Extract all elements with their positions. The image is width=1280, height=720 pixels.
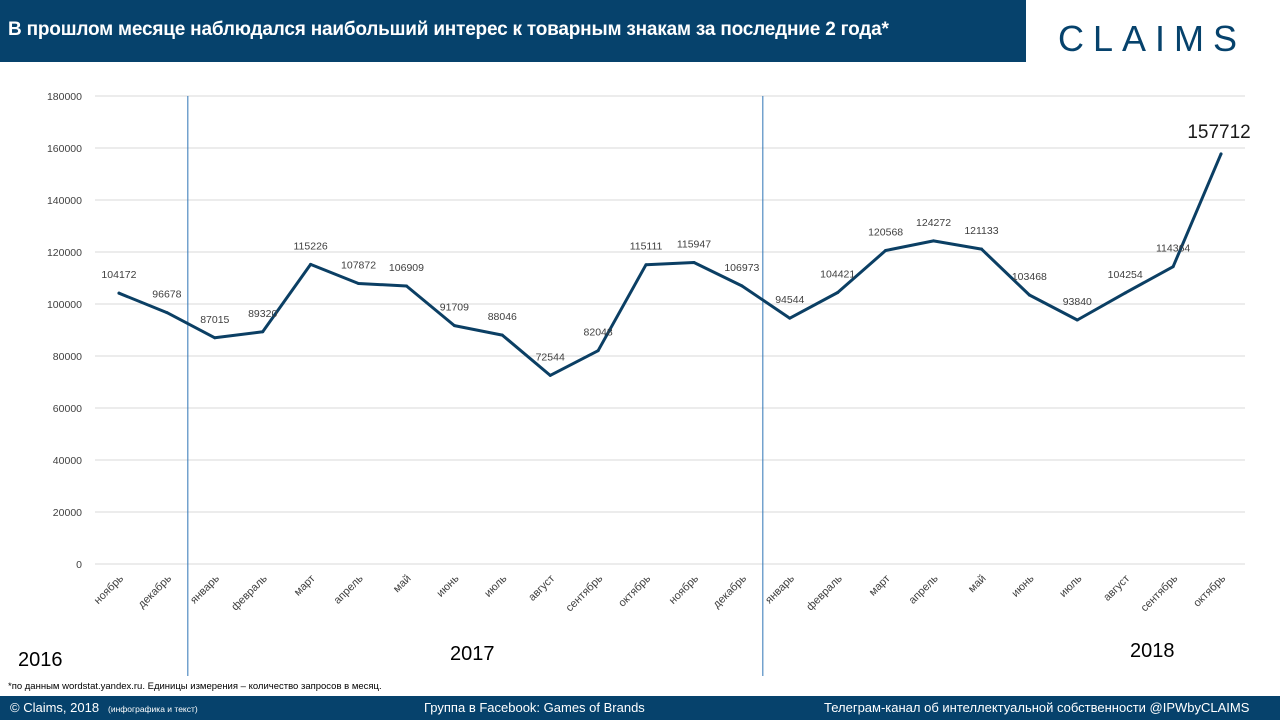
footer-telegram-link[interactable]: Телеграм-канал об интеллектуальной собст… <box>824 700 1250 715</box>
footer-copyright: © Claims, 2018 <box>10 700 100 715</box>
data-label: 157712 <box>1187 122 1250 143</box>
x-tick-label: июль <box>482 572 509 599</box>
x-tick-label: апрель <box>907 572 941 606</box>
x-tick-label: сентябрь <box>564 572 606 614</box>
year-label-2018: 2018 <box>1130 640 1175 662</box>
data-point <box>596 349 600 353</box>
x-tick-label: февраль <box>804 572 845 613</box>
data-point <box>117 291 121 295</box>
y-tick-label: 100000 <box>47 299 82 311</box>
x-tick-label: май <box>966 573 989 596</box>
x-tick-label: январь <box>188 572 222 606</box>
data-point <box>979 247 983 251</box>
x-tick-label: июнь <box>434 572 461 599</box>
x-tick-label: июнь <box>1009 572 1036 599</box>
data-label: 94544 <box>775 294 804 306</box>
data-label: 121133 <box>964 225 998 237</box>
x-tick-label: август <box>526 573 557 604</box>
data-label: 106973 <box>724 262 759 274</box>
data-label: 120568 <box>868 227 903 239</box>
data-point <box>884 249 888 253</box>
data-label: 91709 <box>440 302 469 314</box>
x-tick-label: ноябрь <box>92 572 126 606</box>
data-label: 104172 <box>101 269 136 281</box>
x-tick-label: октябрь <box>1191 572 1228 609</box>
footer-copyright-note: (инфографика и текст) <box>108 704 198 714</box>
line-chart: 0 20000 40000 60000 80000 100000 120000 140000 1… <box>47 91 1251 676</box>
data-label: 93840 <box>1063 296 1092 308</box>
y-tick-label: 40000 <box>53 455 82 467</box>
data-point <box>309 262 313 266</box>
data-label: 88046 <box>488 311 517 323</box>
y-tick-label: 140000 <box>47 195 82 207</box>
x-tick-label: декабрь <box>136 572 174 610</box>
data-label: 103468 <box>1012 271 1047 283</box>
y-tick-label: 120000 <box>47 247 82 259</box>
data-point <box>788 316 792 320</box>
x-tick-label: сентябрь <box>1139 572 1181 614</box>
data-label: 87015 <box>200 314 229 326</box>
y-tick-label: 20000 <box>53 507 82 519</box>
data-point <box>836 291 840 295</box>
data-point <box>644 263 648 267</box>
series-line <box>117 152 1223 377</box>
data-point <box>1075 318 1079 322</box>
y-tick-label: 80000 <box>53 351 82 363</box>
x-tick-label: март <box>292 573 318 599</box>
data-label: 89320 <box>248 308 277 320</box>
data-point <box>1219 152 1223 156</box>
title-bar: В прошлом месяце наблюдался наибольший и… <box>0 0 1026 62</box>
data-label: 106909 <box>389 262 424 274</box>
data-point <box>500 333 504 337</box>
data-label: 72544 <box>536 351 565 363</box>
y-tick-label: 0 <box>76 559 82 571</box>
data-label: 107872 <box>341 260 376 272</box>
y-tick-label: 160000 <box>47 143 82 155</box>
data-point <box>1123 291 1127 295</box>
data-label: 115226 <box>293 240 327 252</box>
data-point <box>261 330 265 334</box>
x-tick-label: декабрь <box>711 572 749 610</box>
data-label: 82048 <box>584 327 613 339</box>
data-point <box>452 324 456 328</box>
data-label: 96678 <box>152 289 181 301</box>
x-tick-label: март <box>867 573 893 599</box>
page-title: В прошлом месяце наблюдался наибольший и… <box>8 19 889 40</box>
footnote: *по данным wordstat.yandex.ru. Единицы и… <box>8 681 382 692</box>
data-label: 104421 <box>820 269 855 281</box>
x-tick-label: май <box>391 573 414 596</box>
x-tick-label: июль <box>1057 572 1084 599</box>
y-tick-label: 180000 <box>47 91 82 103</box>
data-point <box>1171 265 1175 269</box>
data-label: 114364 <box>1156 243 1190 255</box>
x-tick-label: ноябрь <box>667 572 701 606</box>
x-tick-label: февраль <box>229 572 270 613</box>
data-label: 115111 <box>630 241 663 253</box>
data-label: 115947 <box>677 239 711 251</box>
year-label-2016: 2016 <box>18 649 63 671</box>
y-tick-label: 60000 <box>53 403 82 415</box>
data-point <box>165 311 169 315</box>
footer-facebook-link[interactable]: Группа в Facebook: Games of Brands <box>424 700 645 715</box>
x-tick-label: январь <box>763 572 797 606</box>
data-point <box>692 261 696 265</box>
year-label-2017: 2017 <box>450 643 495 665</box>
data-point <box>404 284 408 288</box>
data-point <box>1027 293 1031 297</box>
footer-bar: © Claims, 2018 (инфографика и текст) Гру… <box>0 696 1280 720</box>
data-label: 124272 <box>916 217 951 229</box>
x-tick-label: апрель <box>332 572 366 606</box>
claims-logo: CLAIMS <box>1058 18 1247 59</box>
data-label: 104254 <box>1108 269 1143 281</box>
data-point <box>548 373 552 377</box>
data-point <box>357 282 361 286</box>
data-point <box>213 336 217 340</box>
data-point <box>740 284 744 288</box>
x-tick-label: август <box>1101 573 1132 604</box>
data-point <box>932 239 936 243</box>
x-tick-label: октябрь <box>616 572 653 609</box>
